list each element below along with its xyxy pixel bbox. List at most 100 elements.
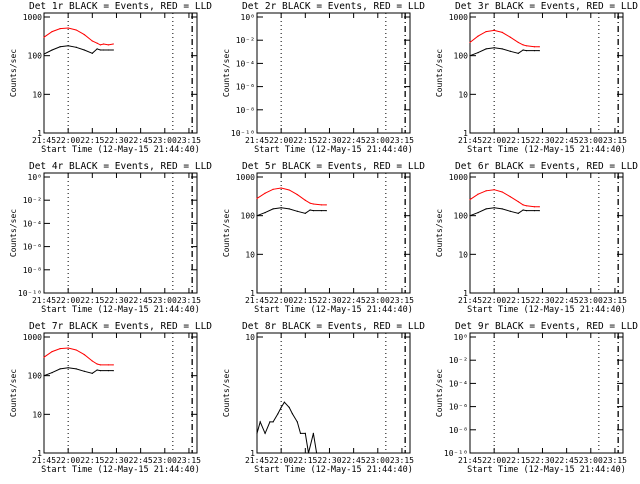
data-point-events: [112, 49, 114, 51]
plot-frame: [43, 12, 198, 134]
x-tick-label: 21:45: [245, 456, 269, 465]
x-tick-label: 22:30: [530, 296, 554, 305]
data-point-events: [75, 46, 77, 48]
x-tick-label: 22:15: [506, 296, 530, 305]
x-tick-label: 23:15: [177, 136, 201, 145]
data-point-events: [264, 212, 266, 214]
x-tick-label: 22:45: [129, 456, 153, 465]
x-tick-label: 23:00: [579, 296, 603, 305]
y-tick-label: 1000: [23, 13, 42, 22]
data-point-lld: [288, 189, 290, 191]
data-point-events: [96, 48, 98, 50]
x-tick-label: 23:00: [153, 296, 177, 305]
x-tick-label: 21:45: [32, 456, 56, 465]
y-tick-label: 10: [245, 250, 255, 259]
data-point-events: [283, 401, 285, 403]
y-tick-label: 10⁻⁶: [449, 403, 468, 412]
y-tick-label: 10⁻²: [449, 356, 468, 365]
x-tick-label: 22:15: [80, 456, 104, 465]
data-point-events: [501, 48, 503, 50]
x-tick-label: 22:30: [530, 456, 554, 465]
data-point-lld: [493, 29, 495, 32]
data-point-events: [304, 432, 306, 434]
data-point-lld: [517, 41, 519, 44]
data-point-lld: [51, 30, 53, 33]
y-tick-label: 10⁻²: [23, 196, 42, 205]
data-point-lld: [533, 46, 536, 48]
x-axis-title: Start Time (12-May-15 21:44:40): [254, 145, 413, 155]
data-point-events: [107, 49, 110, 51]
data-point-events: [288, 208, 290, 210]
data-point-events: [522, 209, 524, 211]
y-tick-label: 10⁻¹⁰: [231, 129, 255, 138]
data-point-lld: [525, 205, 527, 207]
data-point-lld: [320, 204, 323, 206]
data-point-lld: [522, 44, 524, 46]
y-tick-label: 1: [463, 289, 468, 298]
x-axis-title: Start Time (12-May-15 21:44:40): [254, 465, 413, 475]
data-point-events: [67, 45, 69, 47]
data-point-lld: [43, 356, 45, 358]
x-axis-title: Start Time (12-May-15 21:44:40): [467, 145, 626, 155]
x-tick-label: 22:00: [269, 136, 293, 145]
data-point-lld: [509, 36, 511, 38]
data-point-lld: [67, 27, 69, 29]
y-axis-title: Counts/sec: [222, 49, 231, 97]
data-point-lld: [75, 29, 77, 31]
data-point-events: [485, 48, 487, 50]
x-tick-label: 21:45: [245, 296, 269, 305]
x-axis-title: Start Time (12-May-15 21:44:40): [254, 305, 413, 315]
x-tick-label: 22:15: [80, 296, 104, 305]
y-tick-label: 10: [32, 410, 42, 419]
data-point-events: [43, 375, 45, 377]
data-point-events: [538, 50, 540, 52]
data-point-lld: [107, 44, 110, 46]
x-tick-label: 23:15: [177, 296, 201, 305]
data-point-lld: [477, 193, 479, 195]
data-point-events: [102, 49, 105, 51]
panel-title: Det 9r BLACK = Events, RED = LLD: [455, 321, 638, 332]
x-tick-label: 22:00: [269, 296, 293, 305]
data-point-events: [96, 369, 98, 371]
data-point-events: [51, 49, 53, 51]
series-line-events: [256, 401, 318, 454]
x-tick-label: 21:45: [245, 136, 269, 145]
panel-title: Det 4r BLACK = Events, RED = LLD: [29, 161, 212, 172]
data-point-events: [112, 370, 114, 372]
x-tick-label: 22:00: [482, 136, 506, 145]
y-tick-label: 1: [463, 129, 468, 138]
data-point-lld: [538, 206, 540, 208]
data-point-lld: [96, 363, 98, 365]
x-tick-label: 21:45: [458, 136, 482, 145]
x-tick-label: 23:15: [603, 456, 627, 465]
data-point-events: [91, 372, 93, 374]
data-point-events: [272, 421, 274, 423]
data-point-lld: [325, 204, 327, 206]
data-point-events: [325, 210, 327, 212]
y-tick-label: 1: [250, 449, 255, 458]
y-tick-label: 10⁻⁴: [236, 59, 255, 68]
data-point-events: [304, 212, 306, 214]
data-point-lld: [469, 41, 471, 44]
data-point-lld: [501, 191, 503, 193]
data-point-lld: [304, 199, 306, 201]
data-point-events: [256, 215, 258, 217]
x-tick-label: 23:00: [366, 456, 390, 465]
y-tick-label: 1000: [236, 173, 255, 182]
series-line-lld: [43, 347, 114, 366]
data-point-lld: [99, 44, 101, 46]
y-tick-label: 1: [37, 449, 42, 458]
y-tick-label: 1000: [449, 173, 468, 182]
x-tick-label: 23:15: [390, 136, 414, 145]
series-line-lld: [469, 29, 540, 48]
data-point-events: [51, 372, 53, 374]
x-tick-label: 22:45: [555, 456, 579, 465]
y-tick-label: 10: [32, 90, 42, 99]
data-point-lld: [75, 349, 77, 351]
x-tick-label: 23:00: [579, 456, 603, 465]
data-point-lld: [43, 36, 45, 38]
x-tick-label: 22:45: [129, 136, 153, 145]
